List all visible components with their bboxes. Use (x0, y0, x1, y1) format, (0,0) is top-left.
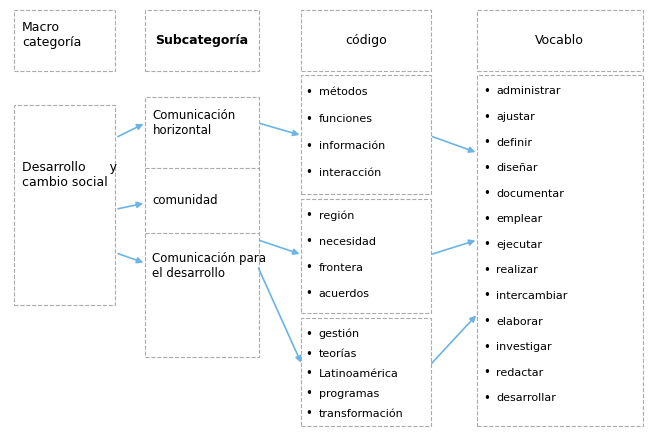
Text: código: código (345, 34, 387, 47)
Text: •: • (483, 290, 490, 303)
Text: •: • (483, 111, 490, 123)
Text: •: • (305, 261, 313, 274)
Text: Comunicación
horizontal: Comunicación horizontal (152, 109, 235, 137)
Text: ajustar: ajustar (496, 112, 535, 122)
Text: •: • (483, 136, 490, 149)
Bar (477, 10, 643, 71)
Text: Macro
categoría: Macro categoría (22, 21, 82, 49)
Text: región: región (318, 211, 354, 221)
Text: •: • (483, 315, 490, 328)
Bar (301, 10, 431, 71)
Bar (301, 75, 431, 194)
Text: definir: definir (496, 138, 532, 148)
Text: •: • (305, 388, 313, 400)
Text: Vocablo: Vocablo (536, 34, 584, 47)
Text: documentar: documentar (496, 189, 564, 199)
Text: •: • (305, 167, 313, 180)
Text: transformación: transformación (318, 409, 404, 419)
Text: información: información (318, 141, 385, 151)
Text: •: • (305, 407, 313, 420)
Text: funciones: funciones (318, 114, 373, 124)
Bar (301, 318, 431, 426)
Bar (145, 10, 258, 71)
Text: •: • (305, 209, 313, 222)
Text: •: • (483, 264, 490, 277)
Text: Subcategoría: Subcategoría (155, 34, 249, 47)
Text: •: • (483, 213, 490, 226)
Text: •: • (305, 235, 313, 249)
Bar (145, 97, 258, 357)
Text: ejecutar: ejecutar (496, 240, 542, 250)
Text: gestión: gestión (318, 329, 360, 339)
Text: •: • (483, 341, 490, 354)
Text: Latinoamérica: Latinoamérica (318, 369, 398, 379)
Text: necesidad: necesidad (318, 237, 375, 247)
Text: intercambiar: intercambiar (496, 291, 568, 301)
Text: acuerdos: acuerdos (318, 289, 370, 299)
Text: elaborar: elaborar (496, 317, 543, 327)
Text: •: • (483, 366, 490, 379)
Text: teorías: teorías (318, 349, 357, 359)
Text: •: • (305, 368, 313, 381)
Bar (477, 75, 643, 426)
Text: •: • (483, 162, 490, 175)
Text: métodos: métodos (318, 87, 367, 97)
Text: •: • (305, 287, 313, 300)
Text: •: • (305, 347, 313, 361)
Text: investigar: investigar (496, 342, 552, 352)
Bar (301, 198, 431, 313)
Text: •: • (305, 327, 313, 341)
Text: •: • (305, 86, 313, 99)
Text: programas: programas (318, 389, 379, 399)
Text: administrar: administrar (496, 86, 561, 96)
Text: interacción: interacción (318, 168, 381, 178)
Text: desarrollar: desarrollar (496, 393, 556, 403)
Text: •: • (483, 187, 490, 200)
Text: emplear: emplear (496, 215, 543, 224)
Text: •: • (305, 140, 313, 153)
Text: redactar: redactar (496, 368, 543, 378)
Text: •: • (483, 392, 490, 405)
Bar (14, 10, 115, 71)
Text: diseñar: diseñar (496, 163, 538, 173)
Text: •: • (483, 85, 490, 98)
Text: Desarrollo      y
cambio social: Desarrollo y cambio social (22, 161, 117, 189)
Text: •: • (483, 238, 490, 252)
Text: comunidad: comunidad (152, 194, 218, 207)
Bar (14, 106, 115, 305)
Text: frontera: frontera (318, 263, 364, 273)
Text: realizar: realizar (496, 266, 538, 276)
Text: Comunicación para
el desarrollo: Comunicación para el desarrollo (152, 252, 266, 279)
Text: •: • (305, 113, 313, 126)
